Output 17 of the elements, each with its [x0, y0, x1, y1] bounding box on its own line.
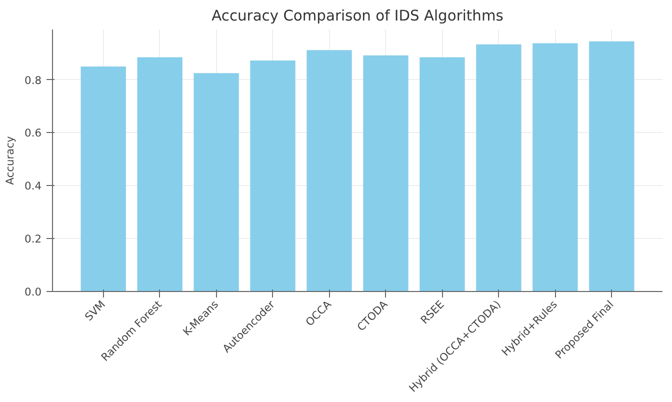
y-axis-title: Accuracy [4, 136, 17, 185]
bar [532, 43, 578, 292]
y-tick-label: 0.4 [24, 180, 42, 193]
bar [137, 57, 182, 292]
chart-title: Accuracy Comparison of IDS Algorithms [212, 8, 504, 24]
bar [476, 44, 522, 292]
bar [589, 41, 634, 292]
bar [363, 55, 408, 292]
y-tick-label: 0.6 [24, 126, 42, 140]
bar [250, 60, 296, 292]
y-tick-label: 0.2 [24, 232, 42, 246]
bar [420, 57, 465, 292]
bar [306, 50, 352, 292]
bar [194, 73, 239, 292]
y-tick-label: 0.0 [24, 286, 42, 298]
y-tick-label: 0.8 [24, 74, 42, 87]
bar [80, 66, 126, 292]
